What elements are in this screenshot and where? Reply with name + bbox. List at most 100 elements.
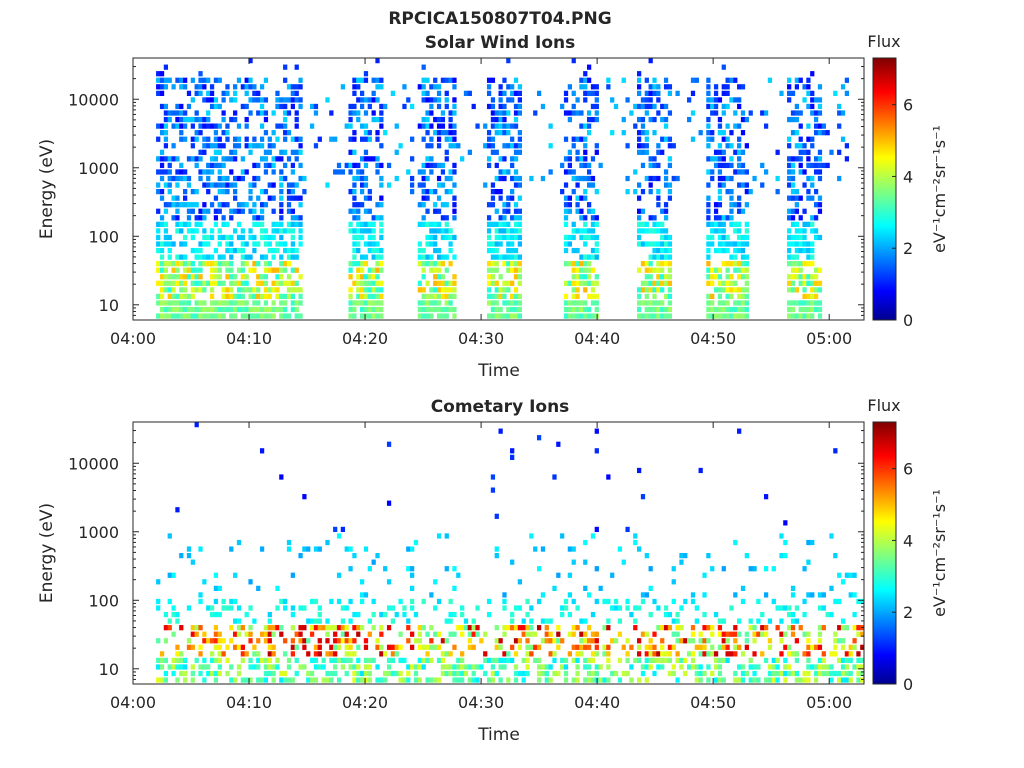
- heatmap-cell: [421, 293, 426, 300]
- heatmap-cell: [163, 103, 169, 110]
- heatmap-cell: [663, 202, 669, 208]
- heatmap-cell: [329, 598, 334, 605]
- heatmap-cell: [244, 90, 249, 96]
- heatmap-cell: [810, 136, 815, 142]
- heatmap-cell: [213, 670, 219, 677]
- heatmap-cell: [367, 247, 372, 254]
- heatmap-cell: [506, 110, 511, 116]
- heatmap-cell: [452, 611, 457, 618]
- heatmap-cell: [290, 149, 295, 155]
- heatmap-cell: [494, 670, 499, 677]
- heatmap-cell: [733, 644, 738, 650]
- heatmap-cell: [298, 103, 303, 110]
- heatmap-cell: [717, 116, 723, 123]
- heatmap-cell: [637, 84, 642, 90]
- heatmap-cell: [344, 162, 349, 169]
- heatmap-cell: [494, 149, 499, 155]
- heatmap-cell: [444, 267, 449, 273]
- heatmap-cell: [313, 143, 319, 149]
- heatmap-cell: [794, 156, 799, 162]
- heatmap-cell: [267, 247, 272, 254]
- heatmap-cell: [171, 293, 176, 300]
- heatmap-cell: [575, 677, 580, 683]
- heatmap-cell: [256, 143, 261, 149]
- heatmap-cell: [629, 644, 634, 650]
- heatmap-cell: [737, 306, 742, 313]
- heatmap-cell: [756, 598, 761, 605]
- heatmap-cell: [167, 189, 172, 195]
- heatmap-cell: [510, 454, 515, 460]
- heatmap-cell: [806, 247, 811, 254]
- heatmap-cell: [594, 638, 599, 644]
- heatmap-cell: [556, 441, 561, 447]
- heatmap-cell: [563, 110, 569, 116]
- heatmap-cell: [525, 611, 530, 618]
- heatmap-cell: [298, 162, 303, 169]
- heatmap-cell: [171, 215, 176, 221]
- heatmap-cell: [302, 664, 307, 670]
- heatmap-cell: [483, 670, 488, 677]
- heatmap-cell: [513, 254, 519, 260]
- heatmap-cell: [821, 592, 826, 598]
- heatmap-cell: [717, 123, 723, 129]
- heatmap-cell: [794, 267, 799, 273]
- heatmap-cell: [456, 572, 461, 578]
- heatmap-cell: [171, 605, 176, 611]
- heatmap-cell: [256, 241, 261, 247]
- heatmap-cell: [840, 84, 846, 90]
- heatmap-cell: [648, 97, 653, 103]
- heatmap-cell: [163, 116, 169, 123]
- heatmap-cell: [652, 293, 657, 300]
- heatmap-cell: [179, 136, 184, 142]
- heatmap-cell: [321, 677, 326, 683]
- heatmap-cell: [725, 644, 730, 650]
- heatmap-cell: [802, 670, 807, 677]
- heatmap-cell: [375, 300, 380, 306]
- heatmap-cell: [510, 448, 515, 454]
- heatmap-cell: [248, 605, 253, 611]
- heatmap-cell: [725, 84, 730, 90]
- heatmap-cell: [252, 644, 257, 650]
- heatmap-cell: [356, 677, 361, 683]
- heatmap-cell: [579, 175, 584, 182]
- heatmap-cell: [236, 77, 242, 83]
- heatmap-cell: [660, 300, 665, 306]
- heatmap-cell: [583, 631, 588, 637]
- heatmap-cell: [286, 293, 292, 300]
- heatmap-cell: [583, 195, 588, 201]
- heatmap-cell: [417, 644, 422, 650]
- heatmap-cell: [263, 169, 269, 175]
- heatmap-cell: [494, 625, 499, 631]
- heatmap-cell: [221, 287, 226, 293]
- heatmap-cell: [583, 267, 588, 273]
- heatmap-cell: [190, 234, 195, 241]
- heatmap-cell: [652, 228, 657, 234]
- heatmap-cell: [236, 221, 242, 227]
- heatmap-cell: [640, 208, 646, 214]
- heatmap-cell: [183, 267, 188, 273]
- heatmap-cell: [502, 313, 507, 319]
- heatmap-cell: [798, 77, 803, 83]
- heatmap-cell: [236, 625, 242, 631]
- heatmap-cell: [660, 280, 665, 286]
- heatmap-cell: [171, 306, 176, 313]
- heatmap-cell: [694, 605, 699, 611]
- heatmap-cell: [637, 293, 642, 300]
- x-axis: 04:00 04:10 04:20 04:30 04:40 04:50 05:00: [110, 58, 852, 348]
- heatmap-cell: [402, 605, 407, 611]
- heatmap-cell: [325, 625, 330, 631]
- heatmap-cell: [637, 71, 642, 77]
- heatmap-cell: [317, 136, 322, 142]
- heatmap-cell: [156, 221, 161, 227]
- heatmap-cell: [206, 241, 211, 247]
- heatmap-cell: [279, 241, 284, 247]
- heatmap-cell: [263, 631, 269, 637]
- heatmap-cell: [159, 300, 165, 306]
- heatmap-cell: [856, 631, 861, 637]
- heatmap-cell: [513, 234, 519, 241]
- heatmap-cell: [506, 130, 511, 136]
- heatmap-cell: [821, 625, 826, 631]
- heatmap-cell: [490, 116, 496, 123]
- heatmap-cell: [787, 97, 792, 103]
- heatmap-cell: [229, 241, 234, 247]
